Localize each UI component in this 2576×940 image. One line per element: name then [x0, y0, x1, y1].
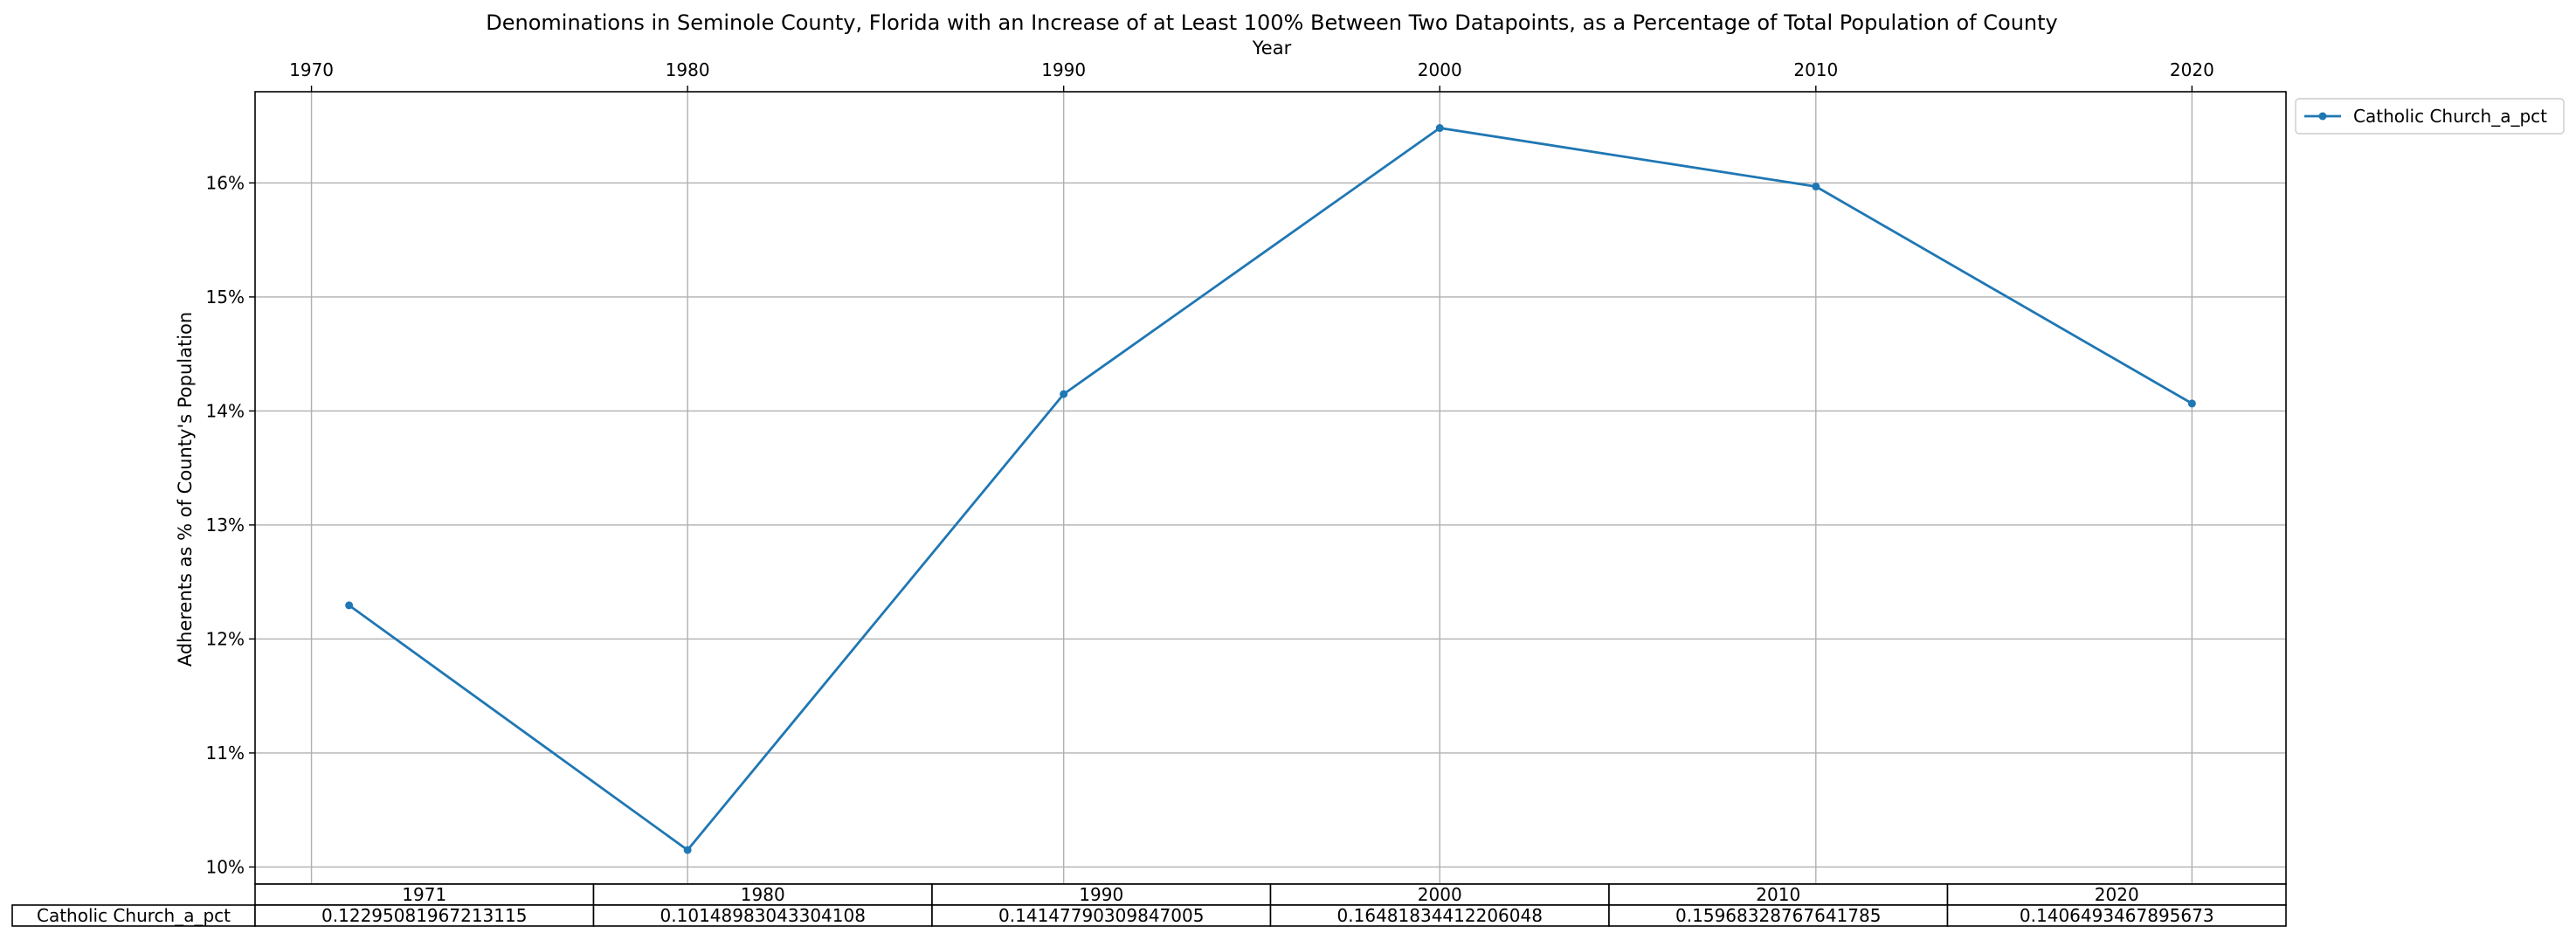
- table-header-cell: [1269, 883, 1610, 906]
- y-tick-label: 11%: [206, 743, 245, 764]
- table-cell: [1608, 904, 1949, 927]
- table-cell-text: 0.12295081967213115: [321, 905, 527, 926]
- table-cell-text: 0.1406493467895673: [2020, 905, 2214, 926]
- legend-marker-swatch: [2318, 112, 2327, 121]
- table-cell: [1946, 904, 2287, 927]
- x-tick-label: 2010: [1793, 59, 1838, 80]
- table-row-label: Catholic Church_a_pct: [37, 905, 231, 926]
- table-cell-text: 0.16481834412206048: [1337, 905, 1543, 926]
- chart-title: Denominations in Seminole County, Florid…: [486, 10, 2057, 35]
- table-header-cell: [1946, 883, 2287, 906]
- data-table: 1971 1980 1990 2000 2010 2020 Catholic Church_…: [11, 883, 2287, 927]
- legend: Catholic Church_a_pct: [2295, 98, 2565, 135]
- table-row-label-cell: [11, 904, 256, 927]
- y-tick-label: 16%: [206, 172, 245, 193]
- data-point: [683, 846, 692, 854]
- data-point: [345, 601, 354, 610]
- y-tick-label: 15%: [206, 287, 245, 308]
- y-axis-label: Adherents as % of County's Population: [175, 312, 196, 667]
- series-layer: [345, 124, 2196, 854]
- table-cell-text: 0.14147790309847005: [998, 905, 1204, 926]
- table-header-text: 1971: [402, 884, 446, 905]
- plot-frame: [254, 91, 2287, 885]
- table-header-text: 1980: [741, 884, 785, 905]
- table-header-text: 2020: [2095, 884, 2139, 905]
- x-tick-label: 1980: [666, 59, 710, 80]
- grid-layer: [255, 92, 2286, 884]
- table-header-cell: [1608, 883, 1949, 906]
- y-tick-label: 13%: [206, 515, 245, 536]
- table-cell-text: 0.10148983043304108: [660, 905, 866, 926]
- x-axis-label: Year: [1252, 38, 1292, 59]
- data-point: [1812, 183, 1820, 191]
- x-tick-label: 2000: [1418, 59, 1462, 80]
- y-tick-label: 12%: [206, 628, 245, 649]
- series-line: [348, 127, 2193, 852]
- x-tick-label: 1970: [289, 59, 334, 80]
- table-header-text: 1990: [1079, 884, 1123, 905]
- table-header-text: 2000: [1418, 884, 1462, 905]
- table-cell-text: 0.15968328767641785: [1675, 905, 1881, 926]
- data-point: [2187, 399, 2196, 408]
- table-header-text: 2010: [1756, 884, 1800, 905]
- data-point: [1060, 390, 1068, 398]
- y-tick-label: 14%: [206, 400, 245, 421]
- tick-layer: 1970 1980 1990 2000 2010 2020 10% 11% 12% 13% 14% 1…: [206, 59, 2214, 877]
- x-tick-label: 2020: [2170, 59, 2214, 80]
- legend-label: Catholic Church_a_pct: [2353, 106, 2547, 127]
- legend-box: [2295, 98, 2565, 135]
- data-point: [1435, 124, 1444, 133]
- x-tick-label: 1990: [1041, 59, 1086, 80]
- y-tick-label: 10%: [206, 856, 245, 877]
